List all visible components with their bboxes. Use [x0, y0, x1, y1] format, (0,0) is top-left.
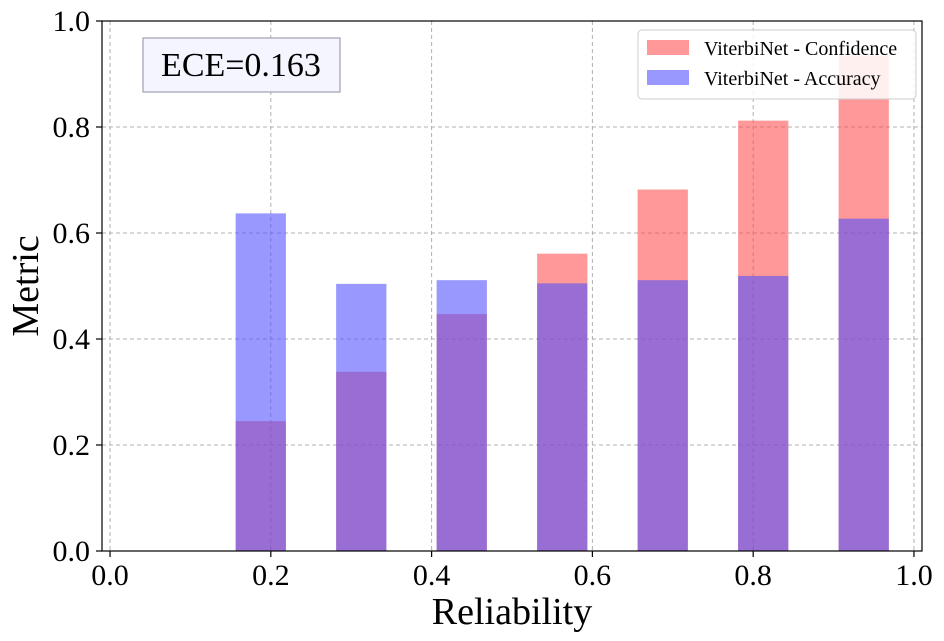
grid	[102, 20, 922, 552]
ece-box-frame	[142, 37, 341, 93]
ece-value: ECE=0.163	[161, 47, 321, 84]
legend-label-confidence: ViterbiNet - Confidence	[704, 38, 897, 60]
y-tick-label-0: 0.0	[53, 535, 91, 568]
plot-frame	[101, 20, 923, 552]
legend-swatch-confidence	[647, 40, 689, 55]
x-tick-label-3: 0.6	[574, 559, 612, 592]
bar-accuracy-1	[336, 283, 387, 551]
bar-accuracy-0	[235, 213, 286, 551]
bar-accuracy-2	[436, 280, 487, 551]
x-tick-label-4: 0.8	[734, 559, 772, 592]
bar-accuracy-6	[838, 218, 889, 551]
x-tick-label-0: 0.0	[91, 559, 129, 592]
legend-frame	[637, 29, 917, 100]
bar-accuracy-4	[637, 280, 688, 551]
y-tick-label-1: 0.2	[53, 429, 91, 462]
legend: ViterbiNet - Confidence ViterbiNet - Acc…	[637, 29, 917, 100]
x-tick-label-5: 1.0	[895, 559, 933, 592]
y-tick-label-5: 1.0	[53, 5, 91, 38]
bar-accuracy-5	[738, 275, 789, 551]
y-tick-label-2: 0.4	[53, 323, 91, 356]
y-axis-title: Metric	[5, 235, 47, 336]
legend-label-accuracy: ViterbiNet - Accuracy	[704, 68, 881, 90]
x-tick-label-2: 0.4	[413, 559, 451, 592]
ticks: 0.0 0.2 0.4 0.6 0.8 1.0 0.0 0.2 0.4 0.6 0.8 1.0	[53, 5, 933, 592]
y-tick-label-3: 0.6	[53, 217, 91, 250]
bars	[235, 55, 889, 552]
legend-swatch-accuracy	[647, 70, 689, 85]
x-tick-label-1: 0.2	[252, 559, 290, 592]
x-axis-title: Reliability	[432, 591, 592, 633]
bar-accuracy-3	[537, 283, 588, 551]
ece-annotation: ECE=0.163	[142, 37, 341, 93]
y-tick-label-4: 0.8	[53, 111, 91, 144]
